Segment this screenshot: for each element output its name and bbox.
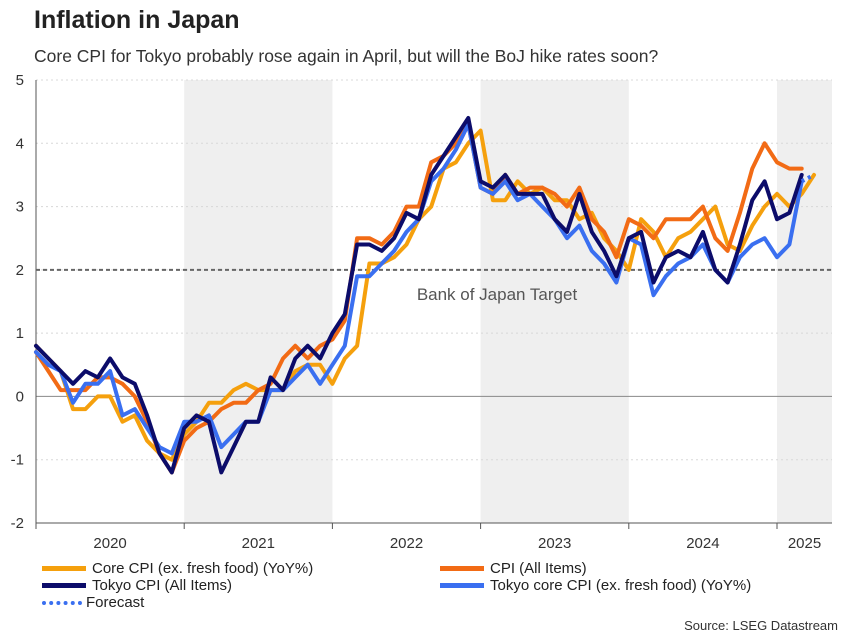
source-note: Source: LSEG Datastream [684, 618, 838, 633]
y-tick-label: 1 [16, 325, 24, 342]
legend-item-tokyo-cpi: Tokyo CPI (All Items) [42, 577, 232, 594]
legend-swatch-cpi-all [440, 566, 484, 571]
y-tick-label: 0 [16, 388, 24, 405]
x-tick-label-2023: 2023 [538, 535, 571, 552]
y-tick-label: 4 [16, 135, 24, 152]
legend-label-cpi-all: CPI (All Items) [490, 560, 587, 577]
legend-swatch-tokyo-cpi [42, 583, 86, 588]
y-tick-label: -2 [11, 515, 24, 532]
x-tick-label-2024: 2024 [686, 535, 719, 552]
target-line-label: Bank of Japan Target [417, 285, 578, 304]
legend-label-core-cpi: Core CPI (ex. fresh food) (YoY%) [92, 560, 314, 577]
x-tick-label-2021: 2021 [242, 535, 275, 552]
y-tick-label: 3 [16, 199, 24, 216]
chart-title: Inflation in Japan [34, 6, 240, 34]
legend-item-forecast: Forecast [42, 594, 144, 611]
legend-swatch-tokyo-core-cpi [440, 583, 484, 588]
series-line-core-cpi-ex-fresh-food-yoy [34, 128, 816, 462]
x-tick-label-2025: 2025 [788, 535, 821, 552]
shaded-band-2025 [777, 80, 832, 523]
x-tick-label-2020: 2020 [93, 535, 126, 552]
legend-item-tokyo-core-cpi: Tokyo core CPI (ex. fresh food) (YoY%) [440, 577, 751, 594]
legend-swatch-core-cpi [42, 566, 86, 571]
legend-label-tokyo-core-cpi: Tokyo core CPI (ex. fresh food) (YoY%) [490, 577, 752, 594]
legend: Core CPI (ex. fresh food) (YoY%) CPI (Al… [42, 560, 842, 620]
chart-subtitle: Core CPI for Tokyo probably rose again i… [34, 46, 659, 66]
legend-item-cpi-all: CPI (All Items) [440, 560, 587, 577]
legend-label-forecast: Forecast [86, 594, 145, 611]
series-line-tokyo-cpi-all-items [34, 116, 804, 475]
legend-swatch-forecast [42, 600, 82, 605]
shaded-band-2023 [480, 80, 629, 523]
legend-label-tokyo-cpi: Tokyo CPI (All Items) [92, 577, 233, 594]
y-tick-label: 2 [16, 262, 24, 279]
y-tick-label: -1 [11, 452, 24, 469]
y-tick-label: 5 [16, 72, 24, 89]
shaded-band-2021 [184, 80, 333, 523]
series-line-forecast [800, 173, 815, 184]
legend-item-core-cpi: Core CPI (ex. fresh food) (YoY%) [42, 560, 313, 577]
x-tick-label-2022: 2022 [390, 535, 423, 552]
